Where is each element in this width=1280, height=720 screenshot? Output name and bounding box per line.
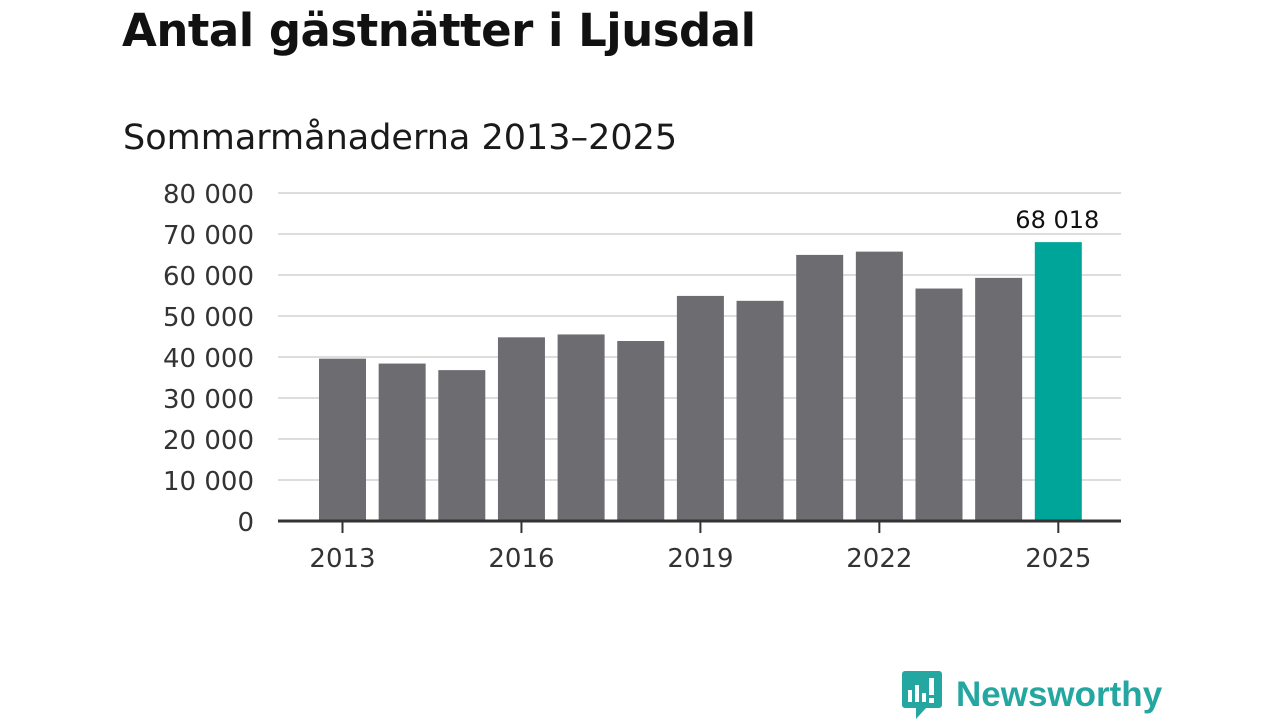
y-tick-label: 50 000	[163, 303, 254, 333]
bar-2025	[1034, 242, 1082, 521]
x-tick-label: 2016	[488, 544, 554, 574]
y-tick-label: 70 000	[163, 221, 254, 251]
y-tick-label: 10 000	[163, 467, 254, 497]
bar-2021	[796, 254, 844, 521]
bar-2015	[438, 370, 486, 521]
chart-subtitle: Sommarmånaderna 2013–2025	[123, 118, 678, 158]
y-tick-label: 30 000	[163, 385, 254, 415]
y-tick-label: 80 000	[163, 180, 254, 210]
bar-2014	[378, 363, 426, 521]
data-labels: 68 018	[1015, 206, 1099, 234]
bar-2019	[676, 295, 724, 521]
newsworthy-logo-icon	[902, 671, 942, 719]
bar-2024	[975, 277, 1023, 521]
bar-2018	[617, 341, 665, 521]
x-tick-label: 2013	[309, 544, 375, 574]
x-tick-label: 2025	[1025, 544, 1091, 574]
bar-2022	[855, 251, 903, 521]
y-tick-label: 0	[237, 508, 254, 538]
x-axis	[278, 519, 1121, 533]
bar-2020	[736, 300, 784, 521]
newsworthy-brand: Newsworthy	[902, 671, 1162, 719]
x-tick-label: 2022	[846, 544, 912, 574]
data-label-2025: 68 018	[1015, 206, 1099, 234]
y-tick-label: 40 000	[163, 344, 254, 374]
brand-name: Newsworthy	[956, 675, 1163, 714]
bars	[319, 242, 1082, 521]
y-tick-label: 60 000	[163, 262, 254, 292]
y-tick-label: 20 000	[163, 426, 254, 456]
x-tick-label: 2019	[667, 544, 733, 574]
bar-2013	[319, 358, 366, 521]
chart-title: Antal gästnätter i Ljusdal	[122, 4, 756, 57]
bar-2023	[915, 288, 963, 521]
y-axis-tick-labels: 0 10 000 20 000 30 000 40 000 50 000 60 000 70 …	[163, 180, 254, 538]
bar-2017	[557, 334, 605, 521]
x-axis-tick-labels: 2013 2016 2019 2022 2025	[309, 544, 1091, 574]
bar-2016	[497, 337, 545, 521]
